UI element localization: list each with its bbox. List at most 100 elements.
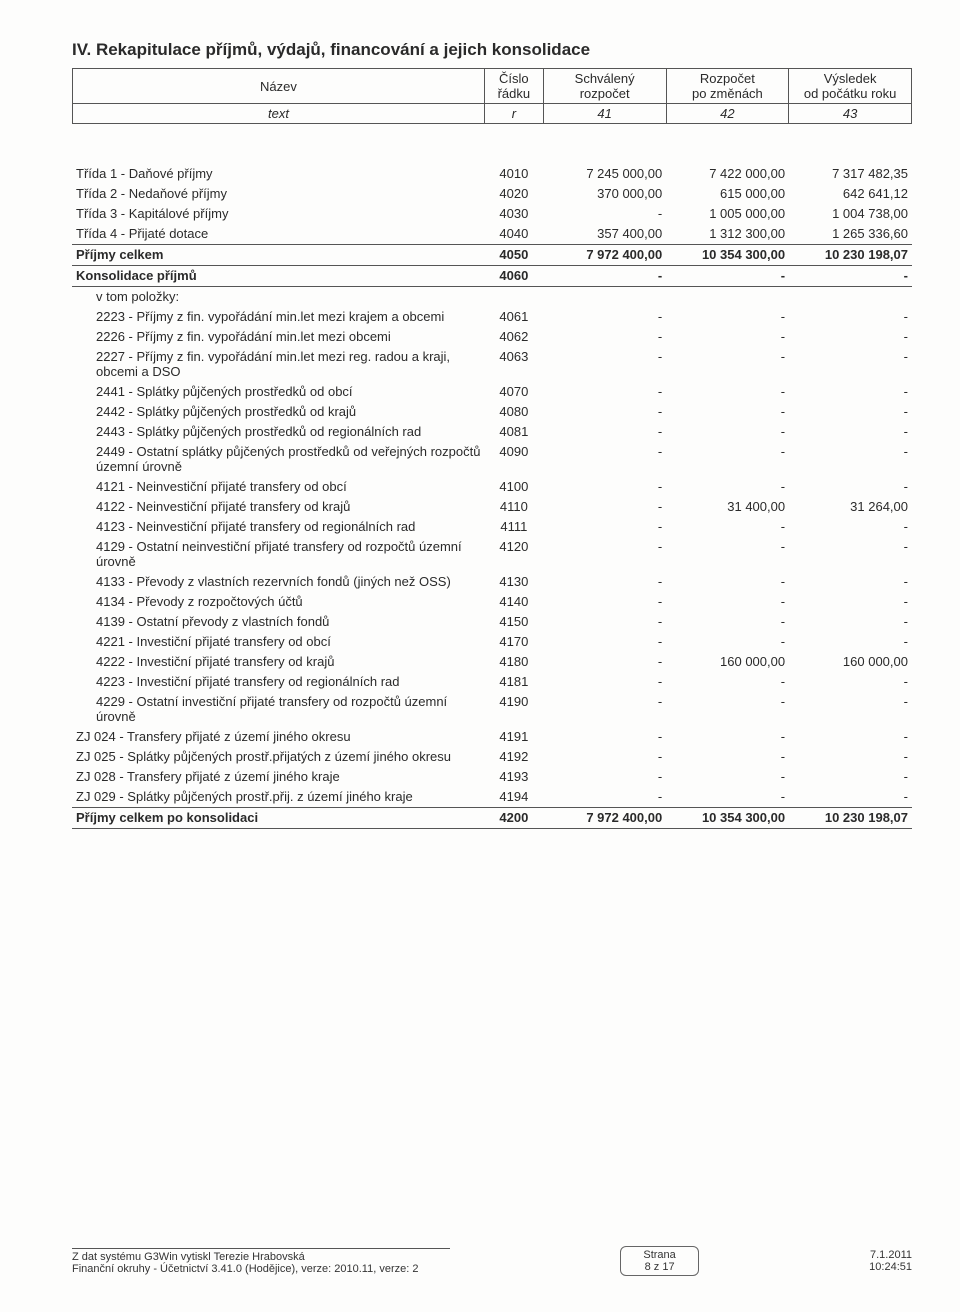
row-col3: -	[789, 572, 912, 592]
row-col1: -	[543, 652, 666, 672]
row-col1: -	[543, 767, 666, 787]
row-code: 4190	[484, 692, 543, 727]
row-col3: -	[789, 787, 912, 808]
row-code: 4170	[484, 632, 543, 652]
table-row: ZJ 029 - Splátky půjčených prostř.přij. …	[72, 787, 912, 808]
row-col1: -	[543, 612, 666, 632]
row-col2: -	[666, 727, 789, 747]
row-name: 2226 - Příjmy z fin. vypořádání min.let …	[72, 327, 484, 347]
th-name: Název	[73, 69, 485, 104]
th-sub-col1: 41	[543, 104, 666, 124]
row-code: 4120	[484, 537, 543, 572]
row-col3: -	[789, 266, 912, 287]
row-name: ZJ 024 - Transfery přijaté z území jinéh…	[72, 727, 484, 747]
row-code: 4020	[484, 184, 543, 204]
row-col3: -	[789, 307, 912, 327]
row-col3	[789, 287, 912, 308]
row-col3: -	[789, 517, 912, 537]
row-col2: 160 000,00	[666, 652, 789, 672]
row-col3: -	[789, 632, 912, 652]
row-col3: 1 265 336,60	[789, 224, 912, 245]
row-code: 4193	[484, 767, 543, 787]
row-col2: -	[666, 747, 789, 767]
table-row: 4134 - Převody z rozpočtových účtů4140--…	[72, 592, 912, 612]
row-col3: -	[789, 672, 912, 692]
row-col3: 10 230 198,07	[789, 245, 912, 266]
row-col1: 7 245 000,00	[543, 164, 666, 184]
th-sub-col2: 42	[666, 104, 789, 124]
table-row: 4222 - Investiční přijaté transfery od k…	[72, 652, 912, 672]
table-row: 4221 - Investiční přijaté transfery od o…	[72, 632, 912, 652]
row-col3: -	[789, 767, 912, 787]
row-name: 4229 - Ostatní investiční přijaté transf…	[72, 692, 484, 727]
row-col1: -	[543, 517, 666, 537]
table-row: 2442 - Splátky půjčených prostředků od k…	[72, 402, 912, 422]
row-col1: -	[543, 572, 666, 592]
footer-page-label: Strana	[643, 1249, 675, 1261]
row-col2: -	[666, 307, 789, 327]
row-code: 4062	[484, 327, 543, 347]
row-col3: 7 317 482,35	[789, 164, 912, 184]
row-col2: -	[666, 402, 789, 422]
row-col3: -	[789, 402, 912, 422]
row-col1: -	[543, 632, 666, 652]
table-row: Třída 2 - Nedaňové příjmy4020370 000,006…	[72, 184, 912, 204]
row-name: 2449 - Ostatní splátky půjčených prostře…	[72, 442, 484, 477]
row-name: 4134 - Převody z rozpočtových účtů	[72, 592, 484, 612]
th-col2: Rozpočet po změnách	[666, 69, 789, 104]
row-code: 4063	[484, 347, 543, 382]
table-row: 4229 - Ostatní investiční přijaté transf…	[72, 692, 912, 727]
row-code: 4100	[484, 477, 543, 497]
row-col3: -	[789, 382, 912, 402]
row-col1: -	[543, 347, 666, 382]
table-row: Konsolidace příjmů4060---	[72, 266, 912, 287]
row-col1: -	[543, 382, 666, 402]
row-col2	[666, 287, 789, 308]
row-col1: -	[543, 672, 666, 692]
row-col2: 10 354 300,00	[666, 808, 789, 829]
row-col1: 7 972 400,00	[543, 245, 666, 266]
row-col2: -	[666, 327, 789, 347]
row-name: ZJ 028 - Transfery přijaté z území jinéh…	[72, 767, 484, 787]
row-col2: 10 354 300,00	[666, 245, 789, 266]
row-col1: 370 000,00	[543, 184, 666, 204]
section-title: IV. Rekapitulace příjmů, výdajů, financo…	[72, 40, 912, 60]
row-name: 2442 - Splátky půjčených prostředků od k…	[72, 402, 484, 422]
row-code: 4140	[484, 592, 543, 612]
row-name: ZJ 025 - Splátky půjčených prostř.přijat…	[72, 747, 484, 767]
row-col2: -	[666, 266, 789, 287]
row-code: 4030	[484, 204, 543, 224]
row-code: 4110	[484, 497, 543, 517]
row-col1: -	[543, 592, 666, 612]
row-code: 4150	[484, 612, 543, 632]
row-code: 4060	[484, 266, 543, 287]
row-col1: 7 972 400,00	[543, 808, 666, 829]
row-col1: -	[543, 204, 666, 224]
row-code: 4194	[484, 787, 543, 808]
row-col3: -	[789, 727, 912, 747]
row-code: 4180	[484, 652, 543, 672]
row-col3: -	[789, 592, 912, 612]
header-table: Název Číslo řádku Schválený rozpočet Roz…	[72, 68, 912, 124]
row-code: 4200	[484, 808, 543, 829]
row-name: v tom položky:	[72, 287, 484, 308]
table-row: 2226 - Příjmy z fin. vypořádání min.let …	[72, 327, 912, 347]
row-col2: -	[666, 787, 789, 808]
row-col1: -	[543, 307, 666, 327]
row-col2: 31 400,00	[666, 497, 789, 517]
row-code: 4010	[484, 164, 543, 184]
table-row: ZJ 025 - Splátky půjčených prostř.přijat…	[72, 747, 912, 767]
row-name: 4123 - Neinvestiční přijaté transfery od…	[72, 517, 484, 537]
th-sub-code: r	[484, 104, 543, 124]
row-col2: -	[666, 382, 789, 402]
row-col1: -	[543, 727, 666, 747]
row-name: 4139 - Ostatní převody z vlastních fondů	[72, 612, 484, 632]
footer-time: 10:24:51	[869, 1261, 912, 1273]
row-code: 4080	[484, 402, 543, 422]
table-row: ZJ 024 - Transfery přijaté z území jinéh…	[72, 727, 912, 747]
footer-right: 7.1.2011 10:24:51	[869, 1249, 912, 1273]
row-name: ZJ 029 - Splátky půjčených prostř.přij. …	[72, 787, 484, 808]
row-col2: -	[666, 442, 789, 477]
table-row: 2227 - Příjmy z fin. vypořádání min.let …	[72, 347, 912, 382]
row-code: 4061	[484, 307, 543, 327]
